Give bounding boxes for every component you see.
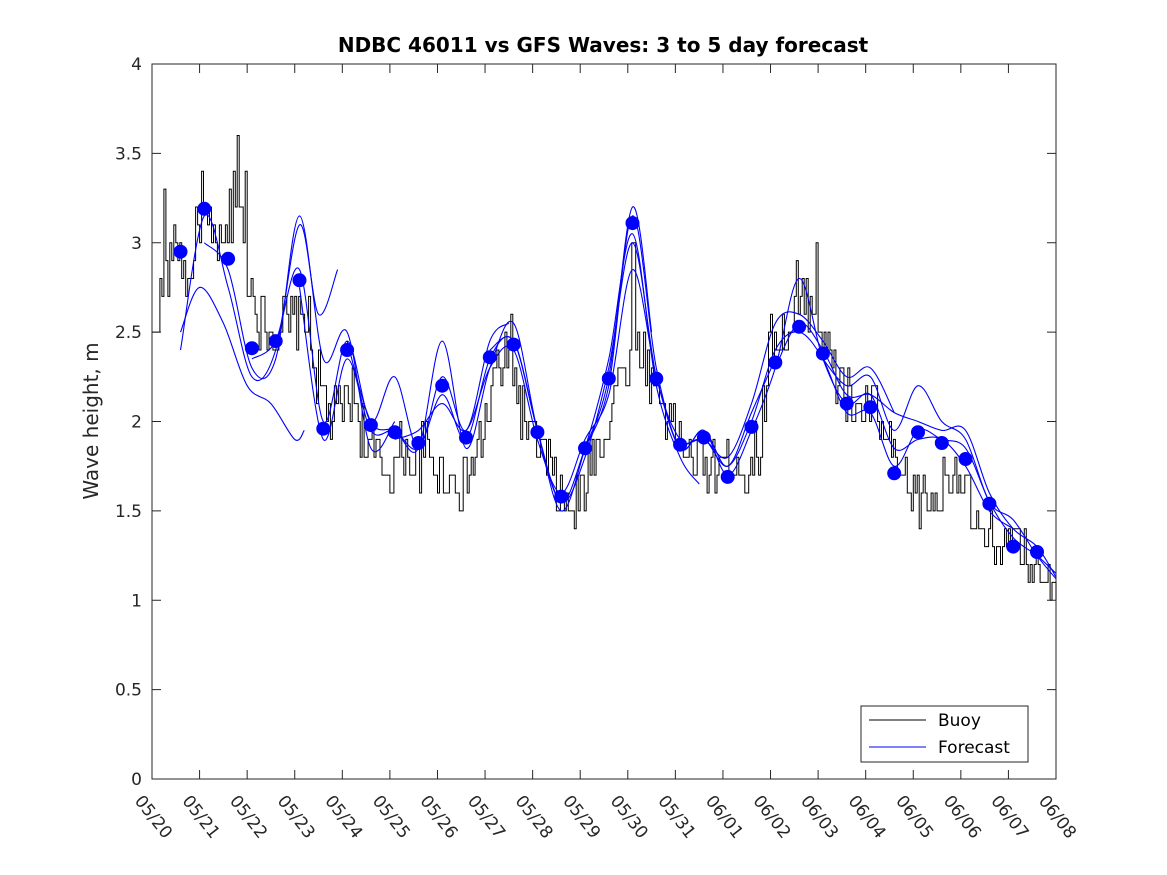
forecast-marker [292,273,307,288]
y-tick-label: 2.5 [115,323,142,343]
y-tick-label: 1.5 [115,502,142,522]
forecast-marker [221,251,236,266]
y-axis-label: Wave height, m [79,342,103,499]
forecast-marker [744,419,759,434]
forecast-marker [173,244,188,259]
forecast-marker [673,437,688,452]
forecast-marker [768,355,783,370]
forecast-marker [720,469,735,484]
forecast-marker [411,436,426,450]
forecast-marker [1006,539,1021,554]
y-tick-label: 3.5 [115,144,142,164]
forecast-marker [625,216,640,231]
forecast-marker [340,343,355,357]
forecast-marker [554,489,569,504]
chart-title: NDBC 46011 vs GFS Waves: 3 to 5 day fore… [338,33,869,57]
forecast-marker [363,418,378,433]
y-tick-label: 2 [131,413,142,433]
forecast-marker [435,378,450,393]
forecast-marker [911,425,925,440]
axes-box [151,63,1057,780]
y-tick-label: 3 [131,234,142,254]
legend-forecast-label: Forecast [938,738,1010,758]
y-tick-label: 4 [131,55,142,75]
forecast-marker [459,430,473,445]
plot-area [151,63,1057,780]
forecast-marker [601,371,616,386]
forecast-marker [649,371,664,386]
forecast-marker [197,201,212,216]
forecast-marker [387,425,402,440]
buoy-series [152,135,1057,601]
forecast-run-line [584,215,1014,530]
forecast-markers [173,201,1044,559]
forecast-marker [958,452,973,466]
forecast-marker [839,396,854,411]
forecast-marker [530,425,545,440]
legend-buoy-label: Buoy [938,711,981,731]
legend-box [860,705,1029,763]
forecast-marker [815,346,830,361]
forecast-marker [887,466,902,481]
forecast-marker [863,400,878,415]
forecast-marker [982,496,997,511]
forecast-marker [696,430,711,445]
forecast-run-line [822,358,1057,580]
forecast-marker [316,421,331,436]
forecast-marker [244,341,259,356]
buoy-line [152,135,1057,601]
y-tick-label: 1 [131,591,142,611]
y-tick-label: 0 [131,770,142,790]
y-axis: 0 0.5 1 1.5 2 2.5 3 3.5 4 [115,55,1056,790]
legend: Buoy Forecast [860,705,1029,763]
forecast-marker [792,319,807,334]
forecast-marker [934,436,949,450]
forecast-marker [1030,545,1044,559]
y-tick-label: 0.5 [115,681,142,701]
forecast-marker [482,350,497,365]
forecast-marker [268,334,283,349]
forecast-marker [578,441,592,456]
forecast-marker [506,337,521,352]
forecast-run-line [179,286,305,441]
